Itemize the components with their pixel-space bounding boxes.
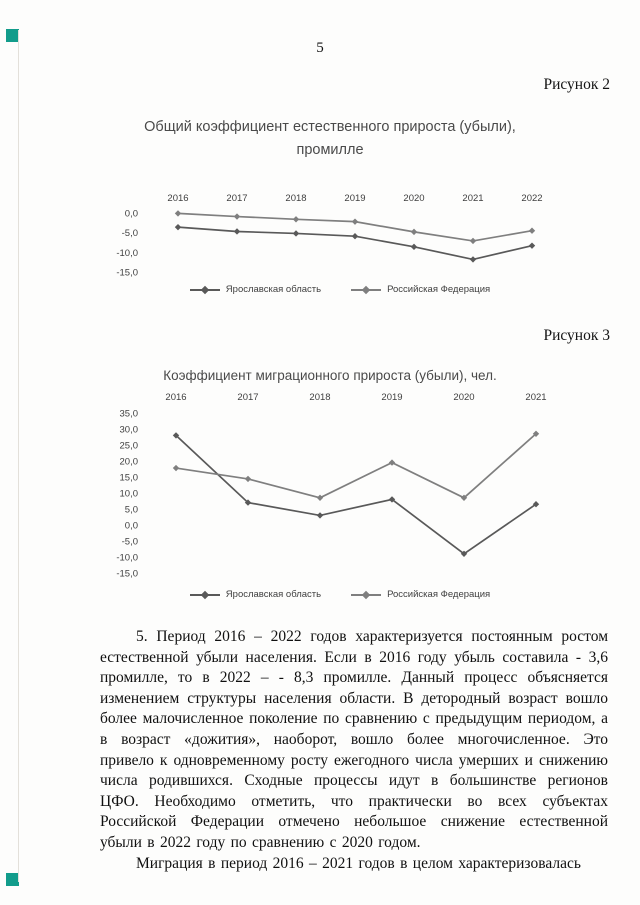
- svg-text:-15,0: -15,0: [116, 569, 138, 580]
- chart1-title-line2: промилле: [296, 142, 364, 159]
- svg-text:2016: 2016: [167, 193, 188, 204]
- legend-label: Российская Федерация: [387, 589, 491, 600]
- svg-text:-10,0: -10,0: [116, 553, 138, 564]
- svg-text:2016: 2016: [165, 392, 186, 403]
- legend-item: Ярославская область: [189, 284, 322, 295]
- legend-marker-icon: [189, 285, 220, 294]
- svg-text:35,0: 35,0: [120, 409, 139, 420]
- diamond-marker-icon: [200, 590, 210, 599]
- diamond-marker-icon: [361, 285, 371, 294]
- legend-label: Российская Федерация: [387, 284, 491, 295]
- chart2-legend: Ярославская область Российская Федерация: [70, 589, 610, 600]
- svg-text:2018: 2018: [285, 193, 306, 204]
- legend-item: Российская Федерация: [351, 284, 490, 295]
- svg-text:2018: 2018: [309, 392, 330, 403]
- legend-marker-icon: [189, 590, 220, 599]
- svg-text:15,0: 15,0: [120, 473, 139, 484]
- chart1-legend: Ярославская область Российская Федерация: [70, 284, 610, 295]
- svg-text:2020: 2020: [453, 392, 474, 403]
- svg-text:20,0: 20,0: [120, 457, 139, 468]
- svg-text:-5,0: -5,0: [122, 537, 138, 548]
- svg-text:2022: 2022: [521, 193, 542, 204]
- svg-text:-15,0: -15,0: [116, 267, 138, 278]
- legend-item: Ярославская область: [189, 589, 322, 600]
- body-text: 5. Период 2016 – 2022 годов характеризуе…: [100, 627, 608, 874]
- svg-text:25,0: 25,0: [120, 441, 139, 452]
- svg-text:2020: 2020: [403, 193, 424, 204]
- svg-text:5,0: 5,0: [125, 505, 138, 516]
- paragraph-migration: Миграция в период 2016 – 2021 годов в це…: [136, 854, 581, 872]
- figure3-caption: Рисунок 3: [543, 327, 610, 344]
- svg-text:-5,0: -5,0: [122, 228, 138, 239]
- legend-label: Ярославская область: [225, 284, 322, 295]
- svg-text:-10,0: -10,0: [116, 248, 138, 259]
- paragraph-natural-decline: 5. Период 2016 – 2022 годов характеризуе…: [100, 628, 608, 851]
- diamond-marker-icon: [200, 285, 210, 294]
- scan-edge-line: [18, 30, 19, 882]
- svg-text:30,0: 30,0: [120, 425, 139, 436]
- svg-text:2021: 2021: [525, 392, 546, 403]
- svg-text:2017: 2017: [237, 392, 258, 403]
- svg-text:2021: 2021: [462, 193, 483, 204]
- figure2-caption: Рисунок 2: [543, 76, 610, 93]
- scan-artifact-bottom: [6, 873, 19, 886]
- chart1-title: Общий коэффициент естественного прироста…: [60, 116, 600, 162]
- svg-text:0,0: 0,0: [125, 209, 138, 220]
- legend-marker-icon: [351, 590, 382, 599]
- chart1-title-line1: Общий коэффициент естественного прироста…: [144, 119, 516, 135]
- scan-artifact-top: [6, 29, 19, 42]
- chart2-title: Коэффициент миграционного прироста (убыл…: [163, 368, 497, 383]
- legend-item: Российская Федерация: [351, 589, 490, 600]
- svg-text:0,0: 0,0: [125, 521, 138, 532]
- migration-increase-chart: 2016 2017 2018 2019 2020 2021 35,0 30,0 25,0 20,0…: [116, 392, 546, 580]
- page-number: 5: [316, 40, 324, 56]
- svg-text:10,0: 10,0: [120, 489, 139, 500]
- svg-text:2017: 2017: [226, 193, 247, 204]
- natural-increase-chart: 2016 2017 2018 2019 2020 2021 2022 0,0 -5,0 -10,0…: [116, 193, 542, 278]
- diamond-marker-icon: [361, 590, 371, 599]
- svg-text:2019: 2019: [344, 193, 365, 204]
- legend-marker-icon: [351, 285, 382, 294]
- legend-label: Ярославская область: [225, 589, 322, 600]
- svg-text:2019: 2019: [381, 392, 402, 403]
